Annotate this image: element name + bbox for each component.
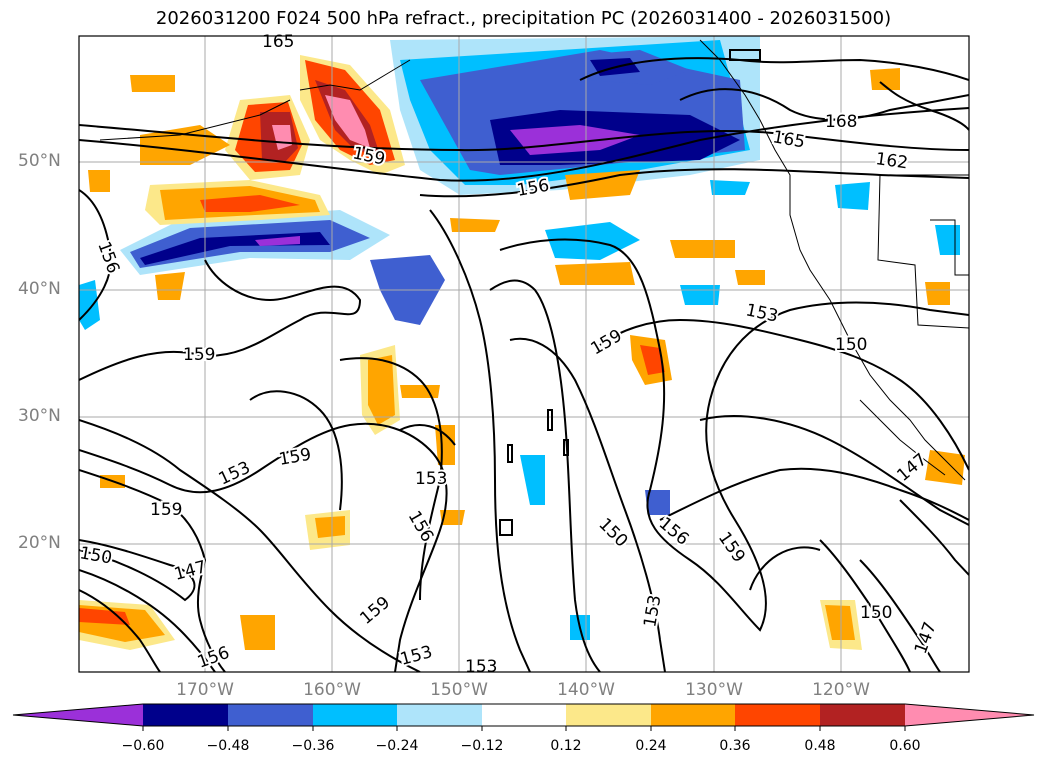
contour-label: 159 (588, 326, 626, 360)
lat-label-40: 40°N (18, 279, 61, 299)
colorbar (12, 703, 1035, 731)
lat-label-50: 50°N (18, 151, 61, 171)
colorbar-segment (397, 704, 482, 726)
contour-label: 153 (415, 469, 447, 489)
colorbar-segment (905, 704, 1034, 726)
contour-label: 150 (78, 543, 113, 568)
lat-label-30: 30°N (18, 406, 61, 426)
colorbar-tick-label: 0.36 (719, 738, 751, 754)
contour-label: 156 (93, 239, 123, 276)
plot-frame (78, 35, 970, 673)
contour-label: 153 (640, 593, 665, 628)
colorbar-tick-label: 0.24 (635, 738, 667, 754)
colorbar-segment (13, 704, 143, 726)
contour-label: 165 (771, 127, 806, 152)
colorbar-tick-label: −0.36 (291, 738, 335, 754)
colorbar-tick-label: −0.60 (121, 738, 165, 754)
colorbar-tick-label: 0.12 (550, 738, 582, 754)
contour-label: 165 (262, 32, 294, 52)
lon-label-120w: 120°W (812, 680, 870, 700)
coastlines (99, 39, 969, 481)
lon-label-130w: 130°W (685, 680, 743, 700)
lon-label-140w: 140°W (557, 680, 615, 700)
contour-label: 147 (911, 619, 941, 656)
contour-label: 156 (195, 643, 232, 673)
lon-label-160w: 160°W (303, 680, 361, 700)
lon-label-170w: 170°W (176, 680, 234, 700)
lon-label-150w: 150°W (430, 680, 488, 700)
colorbar-segment (735, 704, 820, 726)
contour-label: 147 (172, 557, 209, 585)
contour-lines (79, 57, 969, 672)
graticule (79, 36, 969, 672)
contour-label: 147 (893, 450, 931, 486)
contour-label: 162 (874, 149, 909, 173)
contour-label: 159 (183, 345, 215, 365)
contour-islands (507, 49, 761, 463)
colorbar-tick-label: 0.48 (804, 738, 836, 754)
contour-label: 153 (744, 300, 780, 326)
contour-label: 156 (515, 176, 550, 201)
colorbar-segment (820, 704, 905, 726)
contour-label: 150 (860, 603, 892, 623)
colorbar-segment (482, 704, 566, 726)
colorbar-segment (566, 704, 651, 726)
map-title: 2026031200 F024 500 hPa refract., precip… (155, 8, 892, 29)
shading-layer (79, 36, 965, 650)
contour-label: 168 (825, 112, 857, 132)
colorbar-tick-label: 0.60 (889, 738, 921, 754)
colorbar-tick-label: −0.48 (206, 738, 250, 754)
colorbar-segment (143, 704, 228, 726)
contour-label: 150 (594, 514, 631, 551)
colorbar-segment (313, 704, 397, 726)
contour-label: 159 (150, 500, 182, 520)
colorbar-segment (651, 704, 735, 726)
contour-label: 159 (277, 445, 312, 470)
contour-label: 153 (398, 642, 435, 670)
lat-label-20: 20°N (18, 533, 61, 553)
colorbar-tick-label: −0.24 (375, 738, 419, 754)
contour-label: 153 (465, 657, 497, 677)
contour-label: 150 (835, 335, 867, 355)
colorbar-tick-label: −0.12 (460, 738, 504, 754)
colorbar-segment (228, 704, 313, 726)
contour-label: 159 (356, 593, 394, 629)
